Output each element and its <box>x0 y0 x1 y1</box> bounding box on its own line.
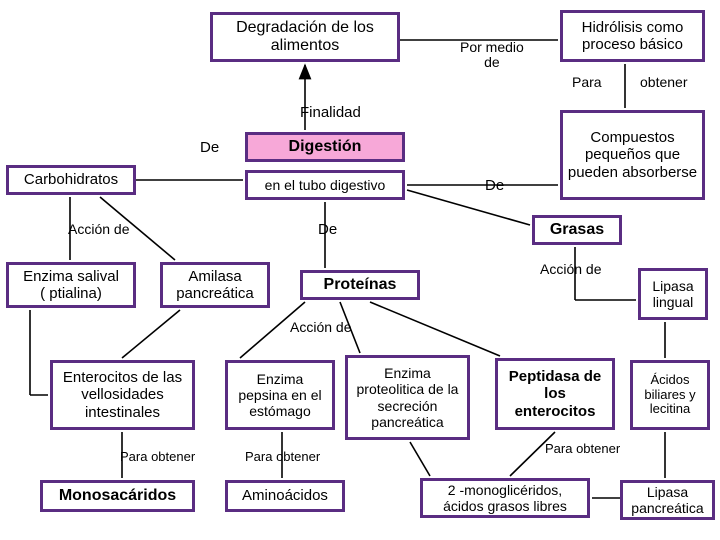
label-obtener: obtener <box>640 75 687 90</box>
text-monogliceridos: 2 -monoglicéridos, ácidos grasos libres <box>427 482 583 514</box>
text-amilasa: Amilasa pancreática <box>176 268 254 303</box>
box-lipasa-lingual: Lipasa lingual <box>638 268 708 320</box>
box-carbohidratos: Carbohidratos <box>6 165 136 195</box>
box-proteinas: Proteínas <box>300 270 420 300</box>
box-monogliceridos: 2 -monoglicéridos, ácidos grasos libres <box>420 478 590 518</box>
label-para-obt-3: Para obtener <box>545 442 620 456</box>
text-carbohidratos: Carbohidratos <box>24 171 118 188</box>
box-proteolitica: Enzima proteolitica de la secreción panc… <box>345 355 470 440</box>
text-compuestos: Compuestos pequeños que pueden absorbers… <box>567 129 698 181</box>
text-proteolitica: Enzima proteolitica de la secreción panc… <box>352 365 463 429</box>
label-accion-de-3: Acción de <box>290 320 351 335</box>
text-peptidasa: Peptidasa de los enterocitos <box>502 368 608 420</box>
box-tubo: en el tubo digestivo <box>245 170 405 200</box>
text-enterocitos: Enterocitos de las vellosidades intestin… <box>57 369 188 421</box>
text-lipasa-panc: Lipasa pancreática <box>631 484 703 516</box>
box-digestion: Digestión <box>245 132 405 162</box>
text-degradacion: Degradación de los alimentos <box>236 19 374 56</box>
box-monosacaridos: Monosacáridos <box>40 480 195 512</box>
label-de-mid: De <box>318 222 337 239</box>
text-acidos: Ácidos biliares y lecitina <box>637 373 703 418</box>
box-grasas: Grasas <box>532 215 622 245</box>
label-para: Para <box>572 75 602 90</box>
box-lipasa-panc: Lipasa pancreática <box>620 480 715 520</box>
text-proteinas: Proteínas <box>324 276 397 294</box>
text-pepsina: Enzima pepsina en el estómago <box>232 371 328 419</box>
text-lipasa-lingual: Lipasa lingual <box>652 278 693 310</box>
box-compuestos: Compuestos pequeños que pueden absorbers… <box>560 110 705 200</box>
label-por-medio: Por medio de <box>460 40 524 71</box>
text-tubo: en el tubo digestivo <box>265 177 386 193</box>
text-grasas: Grasas <box>550 221 604 239</box>
text-aminoacidos: Aminoácidos <box>242 487 328 504</box>
box-aminoacidos: Aminoácidos <box>225 480 345 512</box>
label-para-obt-1: Para obtener <box>120 450 195 464</box>
label-accion-de-2: Acción de <box>540 262 601 277</box>
label-de-left: De <box>200 140 219 157</box>
box-enterocitos: Enterocitos de las vellosidades intestin… <box>50 360 195 430</box>
box-degradacion: Degradación de los alimentos <box>210 12 400 62</box>
text-hidrolisis: Hidrólisis como proceso básico <box>567 19 698 54</box>
box-peptidasa: Peptidasa de los enterocitos <box>495 358 615 430</box>
label-de-right: De <box>485 178 504 195</box>
box-acidos: Ácidos biliares y lecitina <box>630 360 710 430</box>
box-hidrolisis: Hidrólisis como proceso básico <box>560 10 705 62</box>
box-amilasa: Amilasa pancreática <box>160 262 270 308</box>
diagram-stage: { "colors": { "purple": "#5a2d82", "purp… <box>0 0 720 540</box>
text-digestion: Digestión <box>289 138 362 156</box>
label-finalidad: Finalidad <box>300 105 361 122</box>
box-enzima-salival: Enzima salival ( ptialina) <box>6 262 136 308</box>
box-pepsina: Enzima pepsina en el estómago <box>225 360 335 430</box>
text-enzima-salival: Enzima salival ( ptialina) <box>23 268 119 303</box>
label-para-obt-2: Para obtener <box>245 450 320 464</box>
label-accion-de-1: Acción de <box>68 222 129 237</box>
text-monosacaridos: Monosacáridos <box>59 487 176 505</box>
